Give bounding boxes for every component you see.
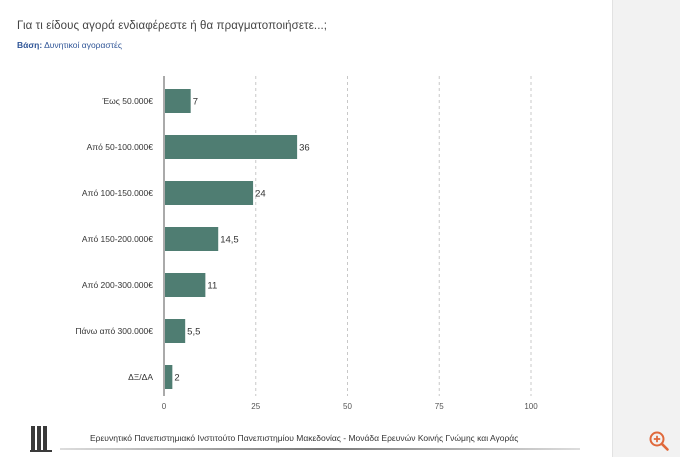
zoom-in-icon[interactable] — [648, 430, 670, 452]
data-label: 24 — [255, 189, 266, 200]
footer-divider — [60, 448, 580, 450]
category-label: Από 50-100.000€ — [87, 142, 154, 152]
bar — [165, 135, 298, 159]
x-tick-label: 0 — [162, 402, 167, 411]
base-label: Βάση: — [17, 40, 43, 50]
x-tick-label: 100 — [524, 402, 538, 411]
data-label: 5,5 — [187, 327, 200, 338]
x-tick-label: 50 — [343, 402, 352, 411]
data-label: 2 — [174, 373, 179, 384]
footer-source: Ερευνητικό Πανεπιστημιακό Ινστιτούτο Παν… — [90, 433, 519, 443]
category-label: ΔΞ/ΔΑ — [128, 372, 153, 382]
question-title: Για τι είδους αγορά ενδιαφέρεστε ή θα πρ… — [17, 20, 328, 32]
category-label: Έως 50.000€ — [102, 96, 154, 106]
university-logo-icon — [30, 424, 56, 452]
grid-lines — [255, 76, 532, 396]
labels: 0 25 50 75 100 Έως 50.000€ 7 Από 50-100.000€ 36 Α… — [75, 96, 538, 411]
base-note: Βάση: Δυνητικοί αγοραστές — [17, 40, 122, 50]
bar-chart: 0 25 50 75 100 Έως 50.000€ 7 Από 50-100.000€ 36 Α… — [75, 76, 538, 411]
bar — [165, 365, 173, 389]
side-panel — [612, 0, 680, 457]
bar — [165, 181, 254, 205]
data-label: 36 — [299, 143, 310, 154]
bar — [165, 227, 219, 251]
data-label: 7 — [193, 97, 198, 108]
base-value: Δυνητικοί αγοραστές — [44, 40, 122, 50]
bar — [165, 319, 186, 343]
category-label: Πάνω από 300.000€ — [75, 326, 153, 336]
category-label: Από 200-300.000€ — [82, 280, 153, 290]
x-tick-label: 75 — [435, 402, 444, 411]
bar — [165, 273, 206, 297]
category-label: Από 150-200.000€ — [82, 234, 153, 244]
bars — [165, 89, 298, 389]
data-label: 14,5 — [220, 235, 239, 246]
x-tick-label: 25 — [251, 402, 260, 411]
data-label: 11 — [207, 281, 217, 292]
chart-page: Για τι είδους αγορά ενδιαφέρεστε ή θα πρ… — [17, 20, 580, 452]
category-label: Από 100-150.000€ — [82, 188, 153, 198]
bar — [165, 89, 191, 113]
